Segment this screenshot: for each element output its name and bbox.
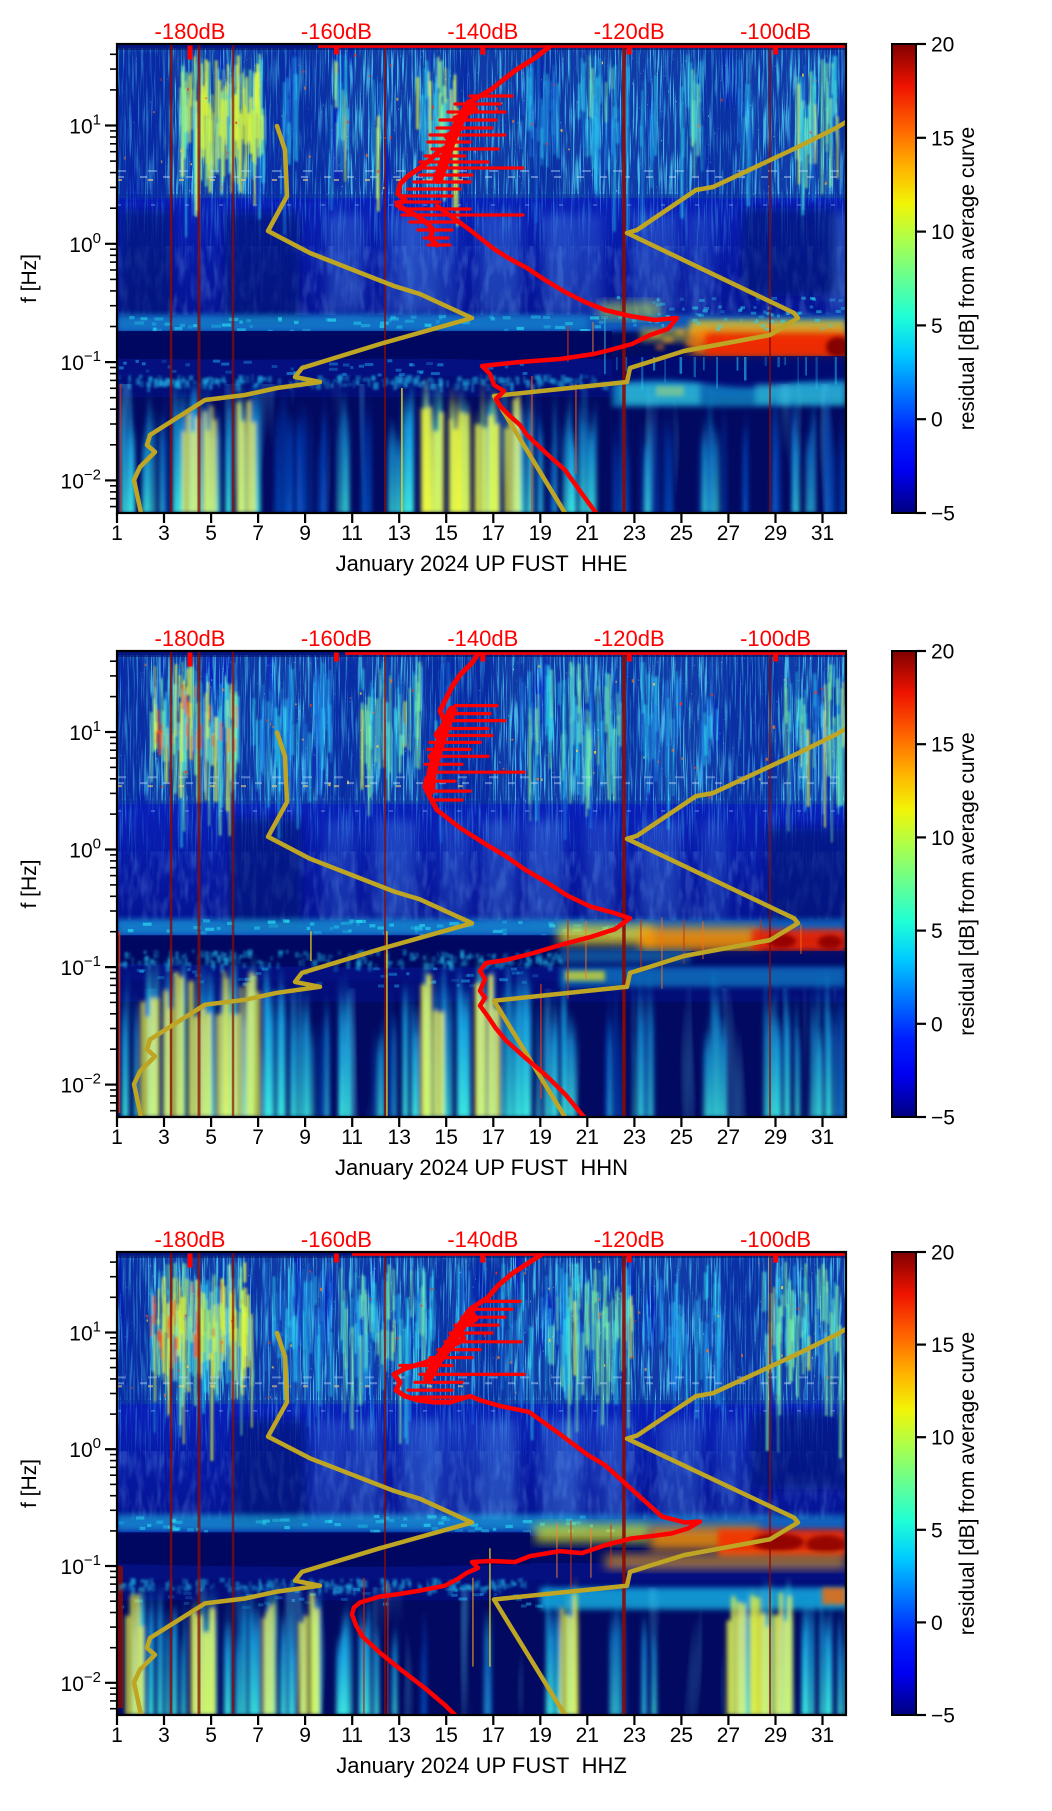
svg-text:7: 7 bbox=[252, 1126, 264, 1149]
svg-text:7: 7 bbox=[252, 522, 264, 545]
svg-text:0: 0 bbox=[931, 1612, 943, 1635]
svg-text:f [Hz]: f [Hz] bbox=[18, 1459, 41, 1508]
svg-text:1: 1 bbox=[111, 1126, 123, 1149]
svg-text:-180dB: -180dB bbox=[155, 1227, 226, 1252]
svg-text:10: 10 bbox=[931, 221, 954, 244]
svg-text:27: 27 bbox=[717, 522, 740, 545]
svg-text:1: 1 bbox=[111, 1724, 123, 1747]
svg-text:−5: −5 bbox=[931, 1107, 955, 1130]
svg-text:-180dB: -180dB bbox=[155, 626, 226, 651]
svg-text:15: 15 bbox=[435, 522, 458, 545]
svg-text:residual [dB] from average cur: residual [dB] from average curve bbox=[956, 1332, 979, 1635]
svg-text:5: 5 bbox=[205, 522, 217, 545]
svg-text:f [Hz]: f [Hz] bbox=[18, 859, 41, 908]
svg-text:31: 31 bbox=[811, 1126, 834, 1149]
svg-text:-100dB: -100dB bbox=[740, 1227, 811, 1252]
svg-text:29: 29 bbox=[764, 1126, 787, 1149]
svg-text:3: 3 bbox=[158, 1126, 170, 1149]
svg-text:20: 20 bbox=[931, 34, 954, 57]
svg-text:-160dB: -160dB bbox=[301, 626, 372, 651]
svg-text:19: 19 bbox=[529, 522, 552, 545]
svg-text:13: 13 bbox=[388, 1724, 411, 1747]
svg-text:19: 19 bbox=[529, 1724, 552, 1747]
svg-text:10−1: 10−1 bbox=[61, 1552, 101, 1579]
svg-text:-120dB: -120dB bbox=[594, 1227, 665, 1252]
svg-text:residual [dB] from average cur: residual [dB] from average curve bbox=[956, 732, 979, 1035]
svg-text:-120dB: -120dB bbox=[594, 626, 665, 651]
svg-text:31: 31 bbox=[811, 522, 834, 545]
svg-text:residual [dB] from average cur: residual [dB] from average curve bbox=[956, 127, 979, 430]
svg-text:31: 31 bbox=[811, 1724, 834, 1747]
svg-text:17: 17 bbox=[482, 1126, 505, 1149]
svg-text:-140dB: -140dB bbox=[447, 1227, 518, 1252]
svg-text:−5: −5 bbox=[931, 1705, 955, 1728]
svg-text:f [Hz]: f [Hz] bbox=[18, 254, 41, 303]
svg-text:-180dB: -180dB bbox=[155, 19, 226, 44]
svg-text:21: 21 bbox=[576, 1724, 599, 1747]
svg-text:17: 17 bbox=[482, 1724, 505, 1747]
svg-text:11: 11 bbox=[341, 522, 363, 545]
svg-text:9: 9 bbox=[299, 1126, 311, 1149]
svg-text:29: 29 bbox=[764, 1724, 787, 1747]
svg-text:11: 11 bbox=[341, 1126, 363, 1149]
svg-text:5: 5 bbox=[931, 1519, 943, 1542]
svg-text:21: 21 bbox=[576, 1126, 599, 1149]
svg-text:-140dB: -140dB bbox=[447, 626, 518, 651]
svg-text:10: 10 bbox=[931, 1427, 954, 1450]
svg-text:15: 15 bbox=[931, 1334, 954, 1357]
svg-text:11: 11 bbox=[341, 1724, 363, 1747]
svg-text:3: 3 bbox=[158, 1724, 170, 1747]
svg-text:-100dB: -100dB bbox=[740, 19, 811, 44]
svg-text:29: 29 bbox=[764, 522, 787, 545]
svg-text:7: 7 bbox=[252, 1724, 264, 1747]
svg-text:5: 5 bbox=[205, 1126, 217, 1149]
svg-text:13: 13 bbox=[388, 1126, 411, 1149]
svg-text:5: 5 bbox=[931, 315, 943, 338]
svg-text:-160dB: -160dB bbox=[301, 1227, 372, 1252]
svg-text:21: 21 bbox=[576, 522, 599, 545]
svg-text:0: 0 bbox=[931, 409, 943, 432]
svg-text:3: 3 bbox=[158, 522, 170, 545]
svg-text:1: 1 bbox=[111, 522, 123, 545]
svg-text:15: 15 bbox=[435, 1724, 458, 1747]
svg-text:-160dB: -160dB bbox=[301, 19, 372, 44]
svg-text:-140dB: -140dB bbox=[447, 19, 518, 44]
svg-text:27: 27 bbox=[717, 1724, 740, 1747]
svg-text:13: 13 bbox=[388, 522, 411, 545]
svg-text:27: 27 bbox=[717, 1126, 740, 1149]
svg-text:9: 9 bbox=[299, 1724, 311, 1747]
svg-text:−5: −5 bbox=[931, 503, 955, 526]
svg-text:25: 25 bbox=[670, 1126, 693, 1149]
svg-text:-100dB: -100dB bbox=[740, 626, 811, 651]
svg-text:9: 9 bbox=[299, 522, 311, 545]
svg-text:19: 19 bbox=[529, 1126, 552, 1149]
svg-text:January 2024 UP FUST HHN: January 2024 UP FUST HHN bbox=[335, 1155, 628, 1180]
svg-text:January 2024 UP FUST HHE: January 2024 UP FUST HHE bbox=[336, 551, 628, 576]
svg-text:20: 20 bbox=[931, 1242, 954, 1265]
svg-text:January 2024 UP FUST HHZ: January 2024 UP FUST HHZ bbox=[336, 1753, 627, 1778]
svg-text:10: 10 bbox=[931, 827, 954, 850]
svg-text:23: 23 bbox=[623, 1724, 646, 1747]
svg-text:17: 17 bbox=[482, 522, 505, 545]
svg-text:25: 25 bbox=[670, 522, 693, 545]
svg-text:20: 20 bbox=[931, 641, 954, 664]
svg-text:15: 15 bbox=[931, 734, 954, 757]
svg-text:0: 0 bbox=[931, 1013, 943, 1036]
svg-text:15: 15 bbox=[931, 127, 954, 150]
svg-text:-120dB: -120dB bbox=[594, 19, 665, 44]
svg-text:23: 23 bbox=[623, 522, 646, 545]
svg-text:5: 5 bbox=[931, 920, 943, 943]
svg-text:15: 15 bbox=[435, 1126, 458, 1149]
svg-text:23: 23 bbox=[623, 1126, 646, 1149]
svg-text:5: 5 bbox=[205, 1724, 217, 1747]
svg-text:25: 25 bbox=[670, 1724, 693, 1747]
